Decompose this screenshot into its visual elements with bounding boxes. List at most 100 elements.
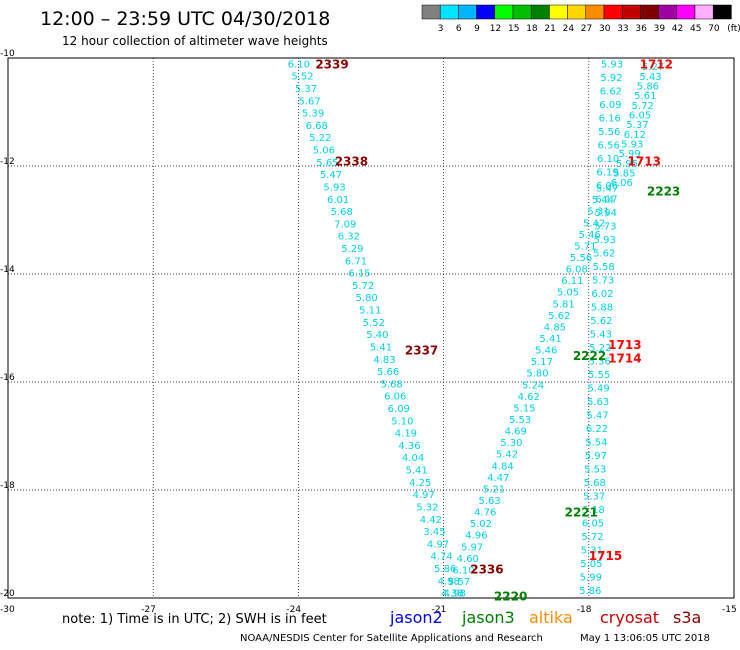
wave-height-value: 5.99 (618, 149, 640, 160)
colorbar-swatch (421, 4, 441, 20)
wave-height-value: 5.72 (352, 281, 374, 292)
wave-height-value: 5.72 (632, 101, 654, 112)
wave-height-value: 6.09 (388, 404, 410, 415)
wave-height-value: 5.42 (496, 450, 518, 461)
colorbar-label: 6 (456, 24, 462, 34)
wave-height-value: 6.19 (596, 167, 618, 178)
wave-height-value: 5.61 (634, 91, 656, 102)
wave-height-value: 4.97 (413, 490, 435, 501)
wave-height-value: 6.15 (348, 269, 370, 280)
wave-height-value: 5.52 (291, 72, 313, 83)
colorbar-swatch (585, 4, 605, 20)
colorbar-swatch (640, 4, 659, 20)
lon-tick-label: -18 (577, 605, 592, 615)
wave-height-value: 5.93 (621, 140, 643, 151)
pass-number-label: 1713 (608, 338, 641, 352)
wave-height-value: 6.68 (306, 121, 328, 132)
map-title: 12:00 – 23:59 UTC 04/30/2018 (40, 8, 331, 30)
wave-height-value: 5.11 (359, 306, 381, 317)
colorbar-label: 30 (599, 24, 611, 34)
wave-height-value: 5.37 (626, 120, 648, 131)
colorbar-label: 18 (526, 24, 538, 34)
pass-number-label: 1715 (589, 549, 622, 563)
wave-height-value: 5.41 (405, 466, 427, 477)
wave-height-value: 5.31 (581, 545, 603, 556)
wave-height-value: 5.81 (553, 299, 575, 310)
pass-number-label: 2336 (470, 562, 503, 576)
pass-number-label: 2222 (573, 349, 606, 363)
colorbar-label: 21 (544, 24, 555, 34)
wave-height-value: 4.42 (420, 515, 442, 526)
wave-height-value: 5.67 (298, 96, 320, 107)
colorbar-label: 24 (563, 24, 575, 34)
wave-height-value: 5.73 (594, 221, 616, 232)
colorbar-label: 33 (617, 24, 628, 34)
wave-height-value: 5.46 (535, 346, 557, 357)
wave-height-value: 5.21 (483, 484, 505, 495)
wave-height-value: 4.36 (398, 441, 420, 452)
wave-height-value: 6.56 (598, 140, 620, 151)
colorbar-label: 36 (635, 24, 647, 34)
wave-height-value: 5.68 (331, 207, 353, 218)
wave-height-value: 5.41 (539, 334, 561, 345)
wave-height-value: 5.29 (341, 244, 363, 255)
wave-height-value: 4.83 (373, 355, 395, 366)
colorbar-label: 15 (508, 24, 519, 34)
wave-height-value: 5.30 (500, 438, 522, 449)
wave-height-value: 5.86 (434, 564, 456, 575)
wave-height-value: 6.06 (611, 178, 633, 189)
wave-height-value: 5.32 (416, 502, 438, 513)
lon-tick-label: -30 (0, 605, 15, 615)
lon-tick-label: -15 (722, 605, 737, 615)
wave-height-value: 5.43 (590, 329, 612, 340)
wave-height-value: 6.71 (345, 256, 367, 267)
lat-tick-label: -16 (0, 373, 15, 383)
wave-height-value: 5.47 (320, 170, 342, 181)
satellite-tracks: 6.105.525.375.675.396.685.225.065.655.47… (288, 59, 665, 599)
wave-height-value: 4.74 (430, 552, 452, 563)
colorbar-unit: (ft) (727, 24, 740, 34)
wave-height-value: 5.53 (509, 415, 531, 426)
wave-height-value: 4.25 (409, 478, 431, 489)
colorbar-label: 42 (672, 24, 683, 34)
colorbar-swatch (676, 4, 696, 20)
pass-number-label: 1714 (608, 352, 641, 366)
wave-height-value: 5.93 (601, 59, 623, 70)
wave-height-value: 5.02 (470, 519, 492, 530)
wave-height-value: 5.37 (583, 491, 605, 502)
map-grid (8, 58, 734, 598)
colorbar-label: 39 (654, 24, 666, 34)
wave-height-value: 4.04 (402, 453, 424, 464)
lat-tick-label: -14 (0, 265, 15, 275)
wave-height-value: 5.72 (581, 532, 603, 543)
wave-height-value: 5.27 (642, 62, 664, 73)
wave-height-value: 4.98 (444, 589, 466, 600)
lon-tick-label: -24 (286, 605, 301, 615)
lat-tick-label: -12 (0, 157, 15, 167)
colorbar-swatch (530, 4, 550, 20)
pass-number-label: 2338 (335, 155, 368, 169)
legend-s3a: s3a (673, 608, 702, 627)
wave-height-value: 5.68 (381, 379, 403, 390)
wave-height-value: 6.10 (597, 154, 619, 165)
colorbar-swatch (603, 4, 623, 20)
wave-height-value: 5.55 (588, 370, 610, 381)
colorbar-swatch (439, 4, 459, 20)
wave-height-value: 5.37 (295, 84, 317, 95)
wave-height-value: 5.47 (586, 410, 608, 421)
colorbar-label: 70 (708, 24, 720, 34)
wave-height-value: 4.96 (465, 531, 487, 542)
wave-height-value: 4.84 (492, 461, 514, 472)
wave-height-value: 5.22 (589, 343, 611, 354)
wave-height-value: 5.86 (637, 81, 659, 92)
wave-height-value: 5.15 (513, 403, 535, 414)
colorbar: 3 6 9 12 15 18 21 24 27 30 33 36 39 42 45 70 (ft) (421, 4, 740, 34)
wave-height-value: 5.80 (526, 369, 548, 380)
wave-height-value: 5.95 (616, 159, 638, 170)
wave-height-value: 4.98 (438, 576, 460, 587)
wave-height-value: 4.76 (474, 508, 496, 519)
wave-height-value: 5.40 (366, 330, 388, 341)
colorbar-swatch (621, 4, 641, 20)
wave-height-value: 5.85 (613, 169, 635, 180)
lat-tick-label: -20 (0, 589, 15, 599)
